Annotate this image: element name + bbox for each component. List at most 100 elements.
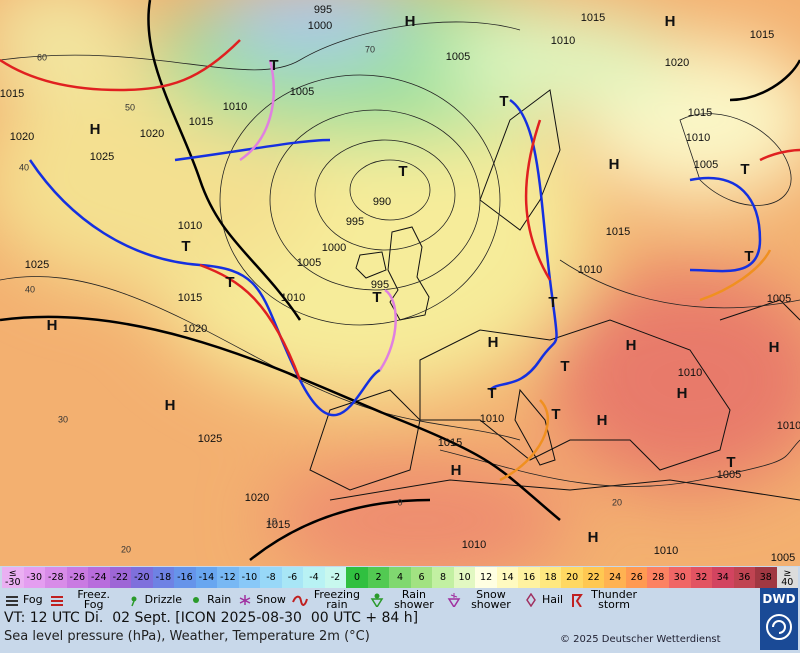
- legend-text: Drizzle: [144, 593, 183, 606]
- scale-cell: 18: [539, 567, 562, 588]
- pressure-center: H: [90, 121, 101, 138]
- isobar-label: 1005: [694, 159, 718, 171]
- isobar-label: 1010: [777, 420, 800, 432]
- latitude-label: 0: [397, 497, 402, 507]
- isobar-label: 1005: [771, 552, 795, 564]
- isobar-label: 1015: [0, 88, 24, 100]
- coastlines: [309, 89, 800, 501]
- scale-cell: 6: [410, 567, 433, 588]
- logo: DWD: [760, 588, 798, 650]
- isobar-label: 1005: [297, 257, 321, 269]
- scale-cell: 14: [496, 567, 519, 588]
- isobar-label: 1015: [266, 519, 290, 531]
- pressure-center: T: [499, 93, 508, 110]
- logo-text: DWD: [762, 592, 796, 606]
- latitude-label: 20: [121, 544, 131, 554]
- pressure-center: H: [626, 337, 637, 354]
- isobar-label: 1015: [750, 29, 774, 41]
- pressure-center: H: [609, 156, 620, 173]
- scale-cell: 24: [604, 567, 626, 588]
- isobar-label: 1010: [281, 292, 305, 304]
- legend-symbol: [239, 595, 251, 605]
- pressure-center: H: [488, 334, 499, 351]
- pressure-center: T: [487, 385, 496, 402]
- latitude-label: 60: [37, 52, 47, 62]
- isobar-label: 1000: [308, 20, 332, 32]
- isobar-label: 1020: [140, 128, 164, 140]
- scale-cell: 22: [582, 567, 605, 588]
- isobar-label: 1010: [578, 264, 602, 276]
- latitude-label: 50: [125, 102, 135, 112]
- legend-symbol: [130, 596, 137, 607]
- legend-item: Fog: [4, 593, 43, 607]
- latitude-label: 70: [365, 44, 375, 54]
- legend-text: Rain: [207, 593, 232, 606]
- scale-cell: -24: [88, 567, 110, 588]
- pressure-center: T: [726, 454, 735, 471]
- copyright: © 2025 Deutscher Wetterdienst: [560, 634, 721, 645]
- pressure-center: T: [560, 358, 569, 375]
- scale-cell: 2: [367, 567, 390, 588]
- scale-cell: -20: [131, 567, 153, 588]
- isobar-label: 1015: [438, 437, 462, 449]
- isobar-label: 995: [346, 216, 364, 228]
- isobar-label: 1020: [665, 57, 689, 69]
- legend-symbol: [50, 596, 63, 606]
- logo-icon: [766, 614, 792, 640]
- scale-cell: -2: [324, 567, 347, 588]
- isobar-label: 995: [371, 279, 389, 291]
- isobar-label: 1010: [654, 545, 678, 557]
- pressure-center: T: [551, 406, 560, 423]
- isobar-label: 1020: [245, 492, 269, 504]
- scale-cell: 28: [647, 567, 669, 588]
- isobar-label: 1010: [223, 101, 247, 113]
- scale-cell: 20: [561, 567, 583, 588]
- pressure-center: T: [740, 161, 749, 178]
- legend-item: Rain shower: [369, 589, 440, 610]
- isobar-label: 1015: [688, 107, 712, 119]
- legend-symbol: [6, 596, 18, 606]
- scale-cell: -10: [238, 567, 261, 588]
- legend-item: Freezing rain: [292, 588, 363, 611]
- isobar-label: 1010: [678, 367, 702, 379]
- scale-cell: -6: [281, 567, 304, 588]
- legend-symbol: [572, 594, 583, 607]
- legend-text: Freezing rain: [313, 588, 360, 611]
- isobar-label: 1010: [551, 35, 575, 47]
- scale-cell: ≤ -30: [2, 567, 24, 588]
- pressure-center: T: [181, 238, 190, 255]
- latitude-label: 40: [25, 284, 35, 294]
- isobar-label: 1015: [189, 116, 213, 128]
- isobar-label: 1005: [717, 469, 741, 481]
- scale-cell: -16: [174, 567, 196, 588]
- legend-text: Fog: [23, 593, 43, 606]
- pressure-center: H: [165, 397, 176, 414]
- pressure-center: H: [677, 385, 688, 402]
- scale-cell: ≥ 40: [776, 567, 799, 588]
- legend-item: Snow shower: [446, 589, 517, 610]
- scale-cell: 16: [518, 567, 540, 588]
- scale-cell: -12: [217, 567, 239, 588]
- isobar-label: 1005: [290, 86, 314, 98]
- isobar-label: 1025: [90, 151, 114, 163]
- legend-symbol: [292, 595, 308, 606]
- pressure-center: T: [269, 57, 278, 74]
- legend-symbol: [370, 593, 384, 607]
- isobar-label: 1000: [322, 242, 346, 254]
- scale-cell: -22: [109, 567, 132, 588]
- isobar-label: 1015: [606, 226, 630, 238]
- pressure-center: H: [665, 13, 676, 30]
- scale-cell: 10: [453, 567, 476, 588]
- pressure-center: T: [398, 163, 407, 180]
- temperature-field: [0, 0, 800, 566]
- legend-text: Snow: [256, 593, 286, 606]
- weather-legend: Fog Freez. Fog Drizzle Rain Snow Freezing rai…: [4, 589, 756, 611]
- pressure-center: H: [47, 317, 58, 334]
- scale-cell: -28: [45, 567, 67, 588]
- scale-cell: 38: [755, 567, 777, 588]
- scale-cell: -14: [195, 567, 218, 588]
- pressure-center: T: [548, 294, 557, 311]
- valid-time: VT: 12 UTC Di. 02 Sept. [ICON 2025-08-30…: [4, 610, 419, 626]
- pressure-center: H: [588, 529, 599, 546]
